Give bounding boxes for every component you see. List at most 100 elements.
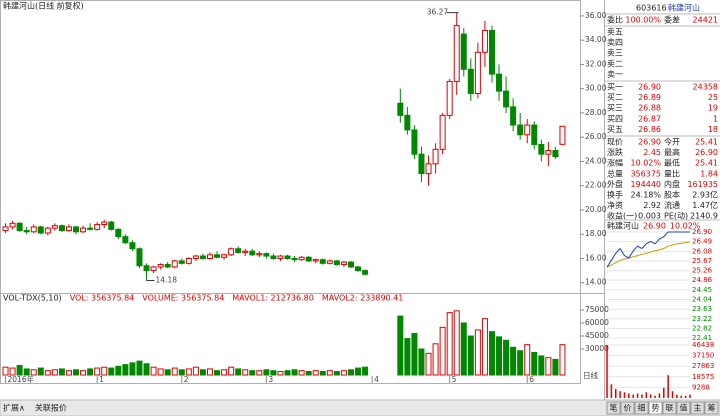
y-tick-label: 18.00 — [585, 229, 607, 238]
candle-body — [439, 114, 446, 150]
toolbar-button[interactable]: 扩展∧ — [3, 403, 25, 413]
candle-body — [30, 226, 37, 233]
y-tick-label: 24.45 — [692, 286, 712, 294]
stat-value: 26.90 — [638, 138, 661, 147]
volume-bar — [552, 358, 559, 376]
volume-bar — [214, 370, 221, 376]
volume-bar — [312, 370, 319, 376]
bid-label: 买四 — [607, 114, 623, 123]
candle-body — [143, 265, 150, 272]
vol-tick-label: 37150 — [692, 352, 714, 360]
mini-change: 10.02% — [670, 222, 701, 231]
candle-body — [94, 224, 101, 230]
candle-body — [531, 124, 538, 145]
toolbar-tab[interactable]: 联 — [666, 404, 674, 413]
candle-body — [397, 102, 404, 116]
indicator-label: VOL-TDX(5,10) — [3, 294, 62, 303]
volume-bar — [115, 365, 122, 376]
bid-price: 26.90 — [638, 83, 661, 92]
bid-price: 26.88 — [638, 104, 661, 113]
volume-bar — [94, 367, 101, 376]
toolbar-tab[interactable]: 价 — [624, 404, 632, 413]
candle-body — [425, 163, 432, 175]
candle-body — [298, 256, 305, 261]
candle-body — [305, 256, 312, 262]
x-tick-label: 2016年 — [8, 374, 35, 384]
stat-value: 25.41 — [695, 138, 718, 147]
toolbar-tab[interactable]: 筹 — [708, 403, 716, 413]
candle-body — [129, 242, 136, 250]
volume-bar — [73, 369, 80, 376]
y-tick-label: 24.04 — [692, 296, 713, 304]
vol-tick-label: 27863 — [692, 362, 714, 370]
toolbar-tab[interactable]: 值 — [680, 403, 688, 413]
volume-bar — [65, 370, 72, 376]
volume-bar — [150, 366, 157, 376]
toolbar-tab[interactable]: 势 — [652, 403, 660, 413]
period-label: 日线 — [583, 370, 598, 380]
candle-body — [418, 153, 425, 175]
volume-bar — [277, 371, 284, 376]
volume-bar — [256, 370, 263, 376]
volume-bar — [284, 370, 291, 376]
x-tick-label: 4 — [374, 375, 379, 384]
stat-value: 24.18% — [630, 191, 661, 200]
candle-body — [467, 68, 474, 95]
y-tick-label: 34.00 — [585, 35, 607, 44]
volume-bar — [242, 369, 249, 376]
bid-label: 买二 — [607, 93, 623, 102]
toolbar-tab[interactable]: 笔 — [610, 403, 618, 413]
volume-bar — [87, 368, 94, 376]
bid-label: 买三 — [607, 104, 623, 113]
toolbar-tab[interactable]: 细 — [638, 403, 646, 413]
y-tick-label: 26.49 — [692, 238, 712, 246]
stat-label: 外盘 — [607, 179, 623, 189]
tab-frame — [648, 401, 663, 415]
toolbar-tab[interactable]: 主 — [694, 403, 702, 413]
volume-bar — [305, 371, 312, 376]
volume-bar — [439, 326, 446, 376]
candle-body — [496, 73, 503, 92]
y-tick-label: 24.86 — [692, 276, 713, 284]
y-tick-label: 22.41 — [692, 334, 712, 342]
candle-body — [242, 250, 249, 253]
high-label: 36.27 — [427, 8, 449, 17]
volume-bar — [58, 368, 65, 376]
stat-label: 涨幅 — [607, 158, 623, 168]
vol-tick-label: 18575 — [692, 373, 714, 381]
volume-bar — [411, 332, 418, 376]
stat-value: 2.45 — [643, 148, 661, 157]
candle-body — [51, 225, 58, 229]
candle-body — [164, 264, 171, 268]
candle-body — [178, 260, 185, 264]
candle-body — [199, 255, 206, 259]
candle-body — [157, 264, 164, 268]
candle-body — [503, 90, 510, 108]
stat-value: 1.47亿 — [692, 200, 718, 210]
candle-body — [270, 255, 277, 259]
volume-bar — [319, 371, 326, 376]
candle-body — [432, 148, 439, 165]
candle-body — [2, 226, 9, 232]
bid-label: 买一 — [607, 83, 623, 92]
candle-body — [108, 221, 115, 230]
bid-price: 26.89 — [638, 93, 661, 102]
ratio-label: 委差 — [664, 15, 680, 25]
volume-bar — [101, 366, 108, 376]
stock-code: 603616 — [636, 4, 667, 13]
candle-body — [9, 222, 16, 228]
candle-body — [65, 226, 72, 232]
candle-body — [362, 270, 369, 275]
volume-bar — [446, 312, 453, 376]
indicator-label: MAVOL1: 212736.80 — [232, 294, 314, 303]
y-tick-label: 32.00 — [585, 59, 607, 68]
volume-bar — [397, 315, 404, 376]
volume-bar — [496, 336, 503, 376]
toolbar-button[interactable]: 关联报价 — [35, 403, 67, 413]
volume-bar — [460, 322, 467, 376]
volume-bar — [545, 357, 552, 376]
volume-bar — [467, 335, 474, 376]
candle-body — [552, 150, 559, 158]
stat-label: 涨跌 — [607, 147, 623, 157]
